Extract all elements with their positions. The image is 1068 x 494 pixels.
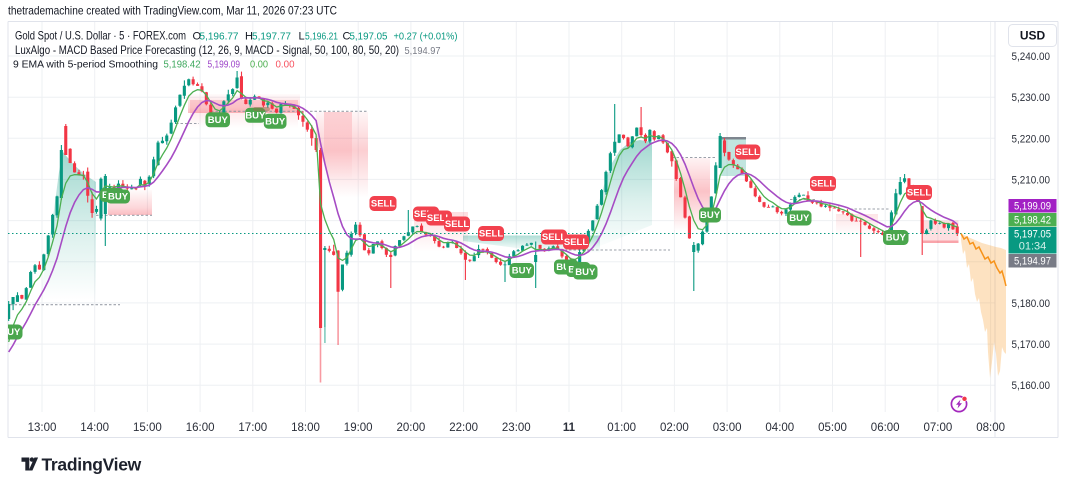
svg-text:5,220.00: 5,220.00 — [1012, 133, 1051, 145]
svg-text:17:00: 17:00 — [238, 422, 267, 434]
svg-text:08:00: 08:00 — [976, 422, 1005, 434]
svg-text:BUY: BUY — [700, 210, 721, 221]
svg-text:SELL: SELL — [479, 229, 503, 240]
svg-text:5,196.21: 5,196.21 — [305, 32, 338, 43]
svg-text:22:00: 22:00 — [449, 422, 478, 434]
svg-text:03:00: 03:00 — [713, 422, 742, 434]
svg-text:0.00: 0.00 — [276, 59, 295, 70]
svg-text:SELL: SELL — [427, 213, 451, 224]
svg-text:BUY: BUY — [512, 266, 533, 277]
svg-text:14:00: 14:00 — [80, 422, 109, 434]
svg-text:BUY: BUY — [245, 111, 266, 122]
svg-text:BUY: BUY — [886, 233, 907, 244]
svg-text:LuxAlgo - MACD Based Price For: LuxAlgo - MACD Based Price Forecasting (… — [15, 43, 399, 57]
svg-text:16:00: 16:00 — [186, 422, 215, 434]
svg-text:SELL: SELL — [811, 179, 835, 190]
svg-text:SELL: SELL — [736, 147, 760, 158]
svg-text:5,240.00: 5,240.00 — [1012, 51, 1051, 63]
svg-text:02:00: 02:00 — [660, 422, 689, 434]
svg-text:5,210.00: 5,210.00 — [1012, 174, 1051, 186]
svg-text:BUY: BUY — [789, 213, 810, 224]
svg-text:5,196.77: 5,196.77 — [200, 32, 239, 43]
svg-text:5,194.97: 5,194.97 — [1014, 256, 1051, 268]
svg-text:BUY: BUY — [208, 115, 229, 126]
svg-text:BUY: BUY — [575, 267, 596, 278]
svg-text:SELL: SELL — [371, 199, 395, 210]
svg-text:SELL: SELL — [445, 219, 469, 230]
svg-text:01:34: 01:34 — [1019, 241, 1047, 253]
svg-text:BUY: BUY — [265, 116, 286, 127]
svg-text:Gold Spot / U.S. Dollar · 5 ·: Gold Spot / U.S. Dollar · 5 · FOREX.com — [15, 29, 186, 43]
svg-text:5,170.00: 5,170.00 — [1012, 339, 1051, 351]
svg-text:SELL: SELL — [907, 188, 931, 199]
svg-text:11: 11 — [563, 422, 576, 434]
svg-text:5,197.05: 5,197.05 — [1014, 229, 1051, 241]
svg-text:05:00: 05:00 — [818, 422, 847, 434]
svg-text:01:00: 01:00 — [607, 422, 636, 434]
svg-text:5,198.42: 5,198.42 — [164, 59, 201, 70]
svg-text:USD: USD — [1020, 29, 1046, 43]
svg-text:5,160.00: 5,160.00 — [1012, 380, 1051, 392]
svg-text:thetrademachine created with T: thetrademachine created with TradingView… — [8, 4, 337, 18]
svg-text:5,198.42: 5,198.42 — [1014, 215, 1051, 227]
svg-text:L: L — [299, 31, 305, 43]
svg-text:+0.27 (+0.01%): +0.27 (+0.01%) — [394, 32, 458, 43]
svg-text:07:00: 07:00 — [924, 422, 953, 434]
svg-text:C: C — [343, 31, 351, 43]
svg-text:5,199.09: 5,199.09 — [208, 59, 241, 70]
svg-text:23:00: 23:00 — [502, 422, 531, 434]
svg-text:19:00: 19:00 — [344, 422, 373, 434]
svg-text:5,180.00: 5,180.00 — [1012, 298, 1051, 310]
svg-text:SELL: SELL — [542, 232, 566, 243]
svg-text:5,199.09: 5,199.09 — [1014, 201, 1051, 213]
svg-text:O: O — [193, 31, 202, 43]
svg-text:04:00: 04:00 — [765, 422, 794, 434]
svg-text:06:00: 06:00 — [871, 422, 900, 434]
svg-text:TradingView: TradingView — [42, 455, 142, 475]
svg-text:BUY: BUY — [108, 192, 129, 203]
svg-text:0.00: 0.00 — [250, 59, 268, 70]
svg-text:18:00: 18:00 — [291, 422, 320, 434]
svg-text:5,197.77: 5,197.77 — [252, 32, 291, 43]
svg-text:13:00: 13:00 — [28, 422, 57, 434]
svg-text:H: H — [245, 31, 253, 43]
svg-text:SELL: SELL — [564, 237, 588, 248]
svg-text:20:00: 20:00 — [397, 422, 426, 434]
svg-text:5,230.00: 5,230.00 — [1012, 92, 1051, 104]
svg-text:5,194.97: 5,194.97 — [405, 46, 441, 57]
svg-text:9 EMA with 5-period Smoothing: 9 EMA with 5-period Smoothing — [13, 59, 158, 70]
svg-text:15:00: 15:00 — [133, 422, 162, 434]
svg-text:5,197.05: 5,197.05 — [350, 32, 388, 43]
svg-text:BUY: BUY — [0, 327, 21, 338]
